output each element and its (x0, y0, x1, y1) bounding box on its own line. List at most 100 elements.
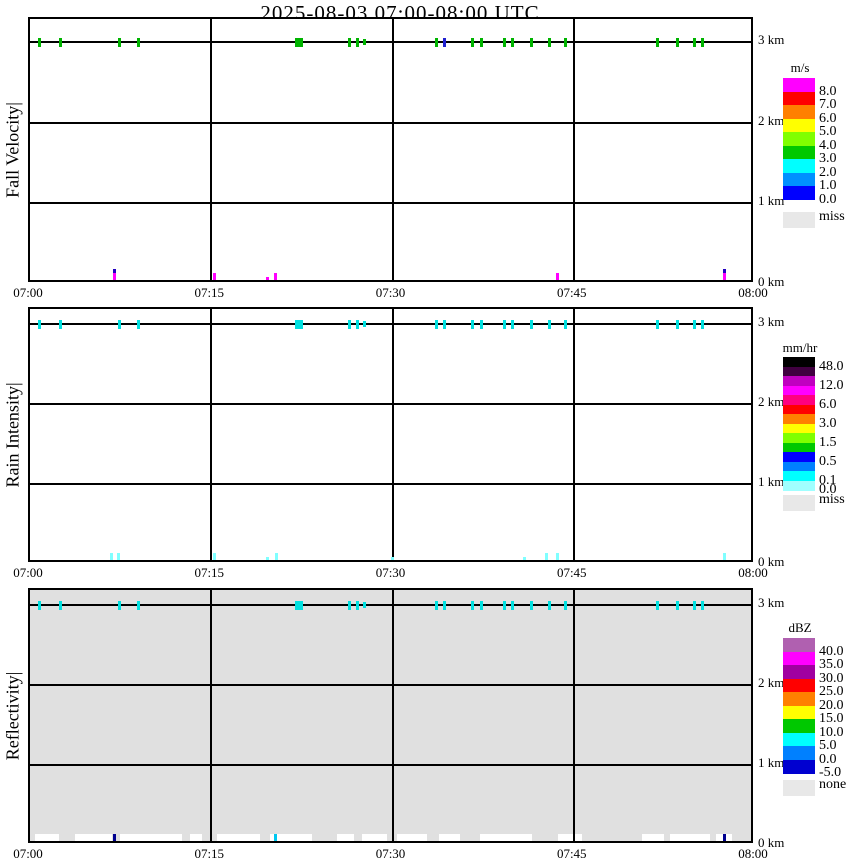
legend-swatch (783, 414, 815, 424)
height-gridline (30, 684, 751, 686)
no-echo-patch (480, 834, 532, 841)
echo-mark-0km (556, 273, 560, 280)
legend-swatch (783, 638, 815, 652)
height-label-3km: 3 km (758, 32, 785, 47)
echo-mark-0km (213, 553, 217, 560)
echo-mark-3km (693, 600, 697, 610)
time-tick-label: 07:15 (194, 565, 225, 580)
legend-label: 2.0 (819, 164, 837, 180)
echo-mark-3km (356, 37, 360, 47)
echo-mark-3km (435, 600, 439, 610)
echo-mark-3km (675, 600, 679, 610)
echo-mark-0km (275, 553, 278, 560)
echo-mark-3km (470, 600, 474, 610)
legend-label: 1.0 (819, 178, 837, 193)
no-echo-patch (362, 834, 387, 841)
time-gridline (391, 309, 394, 560)
legend-label: 35.0 (819, 657, 844, 672)
legend-swatch (783, 395, 815, 405)
echo-mark-0km (116, 553, 120, 560)
echo-mark-3km (547, 37, 551, 47)
echo-mark-3km (503, 600, 507, 610)
legend-swatch (783, 78, 815, 92)
legend-label: 0.0 (819, 751, 837, 767)
panel-rain-intensity (28, 307, 753, 562)
legend-label: 0.0 (819, 482, 837, 497)
height-gridline (30, 764, 751, 766)
echo-mark-3km (37, 319, 41, 329)
echo-mark-0km (112, 269, 116, 280)
axis-title-fall-velocity: Fall Velocity| (2, 101, 23, 198)
time-gridline (391, 19, 394, 280)
time-gridline (210, 590, 213, 841)
height-label-1km: 1 km (758, 474, 785, 489)
time-gridline (572, 590, 575, 841)
echo-mark-3km (443, 600, 447, 610)
echo-mark-3km (675, 37, 679, 47)
echo-mark-3km (356, 600, 360, 610)
echo-mark-3km (480, 319, 484, 329)
echo-mark-3km (547, 319, 551, 329)
height-label-0km: 0 km (758, 835, 785, 850)
echo-mark-3km (58, 319, 62, 329)
legend-swatch (783, 159, 815, 173)
legend-swatch (783, 719, 815, 733)
echo-mark-0km (213, 273, 217, 280)
echo-mark-3km (294, 37, 303, 47)
echo-mark-3km (530, 319, 534, 329)
time-tick-label: 07:45 (556, 565, 587, 580)
time-gridline (210, 309, 213, 560)
height-label-3km: 3 km (758, 314, 785, 329)
legend-label: 25.0 (819, 684, 844, 699)
legend-swatch (783, 678, 815, 693)
echo-mark-3km (503, 37, 507, 47)
legend-label: 3.0 (819, 151, 837, 166)
echo-mark-3km (563, 37, 567, 47)
time-tick-label: 07:45 (556, 285, 587, 300)
echo-mark-cap (723, 269, 727, 273)
echo-mark-0km (522, 557, 526, 560)
legend-swatch-missing (783, 211, 815, 228)
panel-fall-velocity (28, 17, 753, 282)
echo-mark-3km (530, 600, 534, 610)
height-gridline (30, 604, 751, 606)
echo-mark-3km (348, 37, 352, 47)
time-gridline (572, 19, 575, 280)
height-label-2km: 2 km (758, 394, 785, 409)
legend-label: 7.0 (819, 97, 837, 112)
legend-label: 10.0 (819, 724, 844, 740)
time-tick-label: 07:15 (194, 285, 225, 300)
time-gridline (572, 309, 575, 560)
no-echo-patch (438, 834, 460, 841)
echo-mark-3km (137, 600, 141, 610)
legend-label-missing: miss (819, 492, 845, 507)
height-gridline (30, 121, 751, 124)
no-echo-patch (217, 834, 260, 841)
legend-swatch (783, 404, 815, 415)
legend-label: 5.0 (819, 124, 837, 139)
legend-label: 30.0 (819, 670, 844, 686)
no-echo-patch (336, 834, 355, 841)
echo-mark-3km (675, 319, 679, 329)
echo-mark-3km (356, 319, 360, 329)
height-gridline (30, 403, 751, 405)
legend-swatch (783, 385, 815, 396)
legend-swatch (783, 433, 815, 443)
legend-swatch (783, 376, 815, 386)
no-echo-patch (641, 834, 664, 841)
time-tick-label: 07:30 (375, 565, 406, 580)
legend-swatch (783, 442, 815, 453)
echo-mark-0km (265, 557, 269, 560)
echo-mark-3km (362, 602, 366, 608)
echo-mark-3km (294, 600, 303, 610)
time-tick-label: 07:45 (556, 846, 587, 861)
time-tick-label: 07:15 (194, 846, 225, 861)
axis-title-rain-intensity: Rain Intensity| (2, 381, 23, 488)
height-gridline (30, 41, 751, 43)
echo-mark-3km (362, 321, 366, 327)
legend-label: 48.0 (819, 358, 844, 374)
echo-mark-3km (510, 319, 514, 329)
legend-label-missing: none (819, 777, 847, 792)
legend-swatch (783, 461, 815, 472)
echo-mark-3km (470, 37, 474, 47)
